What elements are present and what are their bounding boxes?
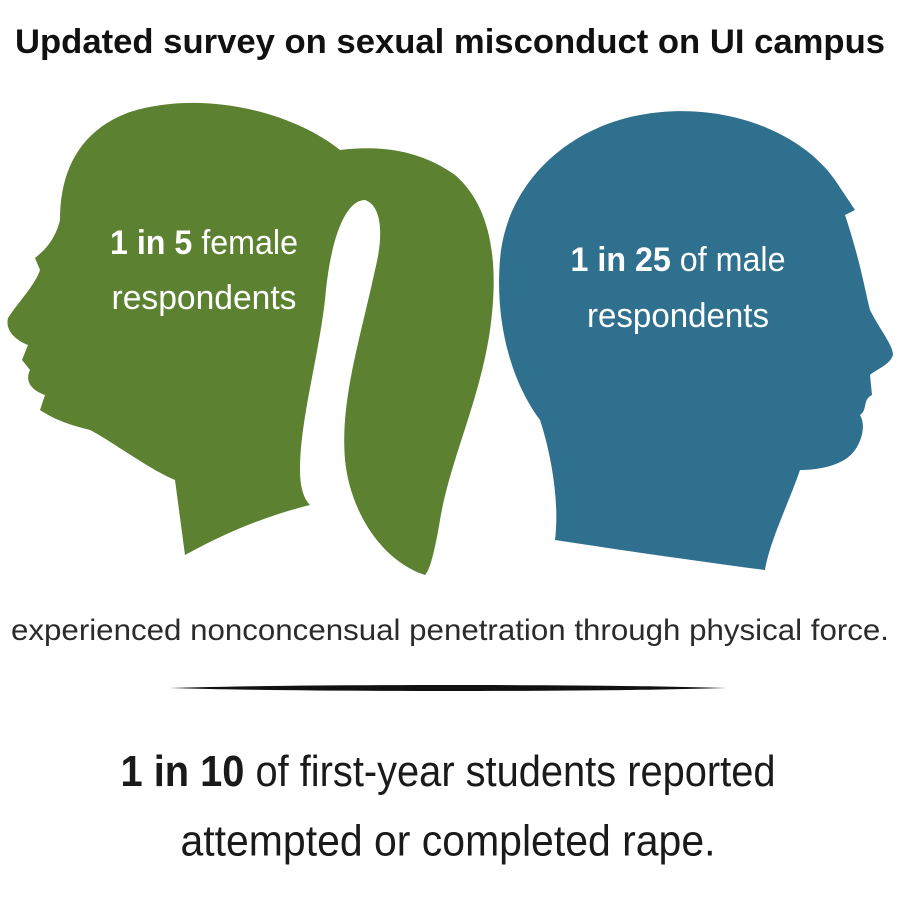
female-line-2: respondents	[112, 279, 297, 317]
footer-line-2: attempted or completed rape.	[181, 817, 716, 866]
male-line-1: 1 in 25 of male	[571, 241, 786, 279]
footer-text: of first-year students reported	[255, 747, 775, 796]
caption: experienced nonconcensual penetration th…	[11, 614, 889, 647]
male-highlight: 1 in 25	[571, 241, 671, 279]
female-highlight: 1 in 5	[110, 224, 192, 262]
female-head	[7, 102, 494, 575]
male-head	[499, 111, 893, 570]
male-text: of male	[680, 241, 786, 279]
footer-highlight: 1 in 10	[121, 747, 245, 796]
footer-line-1: 1 in 10 of first-year students reported	[121, 747, 776, 796]
female-text: female	[201, 224, 298, 262]
male-line-2: respondents	[587, 297, 769, 335]
female-line-1: 1 in 5 female	[110, 224, 298, 262]
divider	[170, 685, 726, 691]
title: Updated survey on sexual misconduct on U…	[15, 23, 885, 61]
